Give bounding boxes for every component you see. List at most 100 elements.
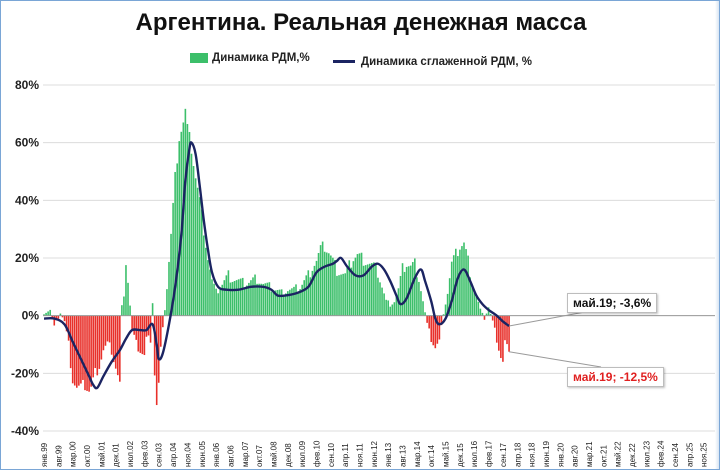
bar xyxy=(307,270,310,316)
callout-bar-value: май.19; -12,5% xyxy=(567,367,664,387)
bar xyxy=(416,277,418,316)
x-tick-label: дек.22 xyxy=(628,443,637,467)
bar xyxy=(90,315,92,387)
x-tick-label: мар.00 xyxy=(69,441,78,467)
bar xyxy=(418,281,420,316)
bar xyxy=(80,315,82,384)
bar xyxy=(264,283,267,316)
bar xyxy=(485,313,488,316)
bar xyxy=(127,282,129,316)
bar xyxy=(84,315,86,391)
bar xyxy=(299,289,301,316)
chart-legend: Динамика РДМ,% Динамика сглаженной РДМ, … xyxy=(1,52,719,68)
x-tick-label: май.15 xyxy=(442,441,451,467)
bar xyxy=(252,277,254,316)
bar xyxy=(477,301,480,316)
bar xyxy=(137,315,140,352)
bar xyxy=(502,315,504,362)
bar xyxy=(459,249,461,316)
bar xyxy=(170,233,172,316)
bar xyxy=(196,187,199,316)
chart-title: Аргентина. Реальная денежная масса xyxy=(135,9,587,36)
bar xyxy=(184,108,187,316)
x-tick-label: янв.20 xyxy=(556,442,565,467)
bar xyxy=(131,315,133,330)
bar xyxy=(426,315,428,323)
bar xyxy=(69,315,72,369)
bar xyxy=(164,310,166,316)
x-tick-label: дек.01 xyxy=(112,443,121,467)
bar xyxy=(297,291,299,316)
bar xyxy=(463,242,465,316)
bar xyxy=(371,263,373,316)
bar xyxy=(61,315,64,318)
y-tick-label: -40% xyxy=(11,424,39,438)
bar xyxy=(500,315,502,359)
bar xyxy=(166,289,168,316)
bar-series xyxy=(43,108,510,406)
bar xyxy=(334,259,336,316)
bar xyxy=(65,315,68,332)
x-tick-label: июл.23 xyxy=(642,440,651,467)
bar xyxy=(241,277,244,316)
bar xyxy=(336,275,338,316)
callout-smoothed-value: май.19; -3,6% xyxy=(567,293,658,313)
bar xyxy=(110,315,113,355)
bar xyxy=(112,315,115,363)
bar xyxy=(237,279,240,316)
bar xyxy=(125,265,127,316)
x-tick-label: ноя.11 xyxy=(356,443,365,467)
bar xyxy=(190,153,193,316)
bar xyxy=(440,315,443,326)
y-tick-label: 40% xyxy=(15,193,39,207)
bar xyxy=(475,295,478,316)
bar xyxy=(188,131,191,316)
bar xyxy=(71,315,74,384)
bar xyxy=(389,306,392,316)
bar xyxy=(491,315,494,321)
bar xyxy=(340,274,342,316)
bar xyxy=(291,288,293,316)
bar xyxy=(432,315,435,346)
bar xyxy=(229,282,232,316)
x-tick-label: сен.03 xyxy=(155,442,164,467)
bar xyxy=(211,279,213,316)
bar xyxy=(487,307,490,316)
bar xyxy=(233,280,236,316)
bar xyxy=(100,315,103,360)
legend-label-line: Динамика сглаженной РДМ, % xyxy=(360,55,532,68)
bar xyxy=(289,289,291,316)
x-tick-label: дек.08 xyxy=(284,443,293,467)
bar xyxy=(350,267,353,316)
bar xyxy=(49,309,51,316)
bar xyxy=(139,315,142,353)
bar xyxy=(92,315,94,378)
bar xyxy=(342,273,344,316)
y-tick-label: 80% xyxy=(15,78,39,92)
x-tick-label: фев.17 xyxy=(485,440,494,467)
bar xyxy=(295,284,297,316)
bar xyxy=(393,302,396,316)
bar xyxy=(401,263,404,316)
bar xyxy=(274,290,277,316)
bar xyxy=(57,315,60,319)
bar xyxy=(368,263,371,316)
bar xyxy=(508,315,510,352)
bar xyxy=(67,315,70,341)
bar xyxy=(442,314,445,316)
bar xyxy=(155,315,158,406)
bar xyxy=(157,315,160,383)
x-tick-label: июл.02 xyxy=(126,440,135,467)
bar xyxy=(504,315,506,341)
bar xyxy=(506,315,508,345)
bar xyxy=(221,284,224,316)
bar xyxy=(225,275,228,316)
bar xyxy=(209,269,211,316)
bar xyxy=(434,315,437,349)
bar xyxy=(280,289,283,316)
x-tick-label: авг.06 xyxy=(226,445,235,467)
bar xyxy=(151,303,154,316)
bar xyxy=(53,315,56,326)
bar xyxy=(354,257,357,316)
